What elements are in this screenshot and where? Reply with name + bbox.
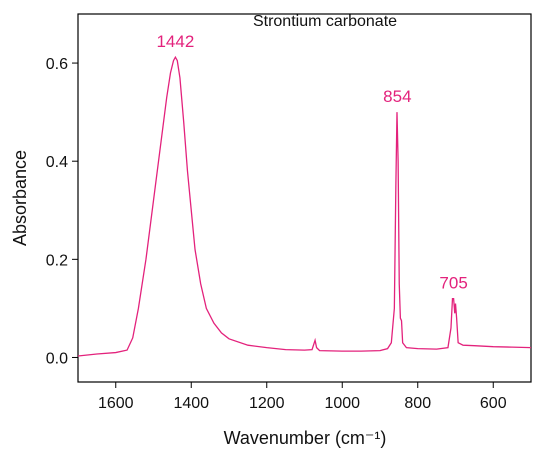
x-tick-label: 1000 (324, 395, 360, 412)
x-tick-label: 800 (404, 395, 431, 412)
peak-label: 705 (439, 274, 467, 293)
x-tick-label: 1600 (98, 395, 134, 412)
y-tick-label: 0.2 (46, 252, 68, 269)
x-tick-label: 600 (480, 395, 507, 412)
plot-frame (77, 13, 532, 383)
y-tick-label: 0.4 (46, 154, 68, 171)
x-tick-label: 1200 (249, 395, 285, 412)
y-tick-label: 0.0 (46, 350, 68, 367)
x-axis-label: Wavenumber (cm⁻¹) (224, 428, 387, 448)
y-axis-label: Absorbance (10, 150, 30, 246)
peak-label: 854 (383, 87, 411, 106)
chart-title: Strontium carbonate (253, 13, 397, 30)
peak-label: 1442 (156, 32, 194, 51)
y-tick-label: 0.6 (46, 56, 68, 73)
spectrum-line (77, 55, 532, 357)
x-tick-label: 1400 (173, 395, 209, 412)
